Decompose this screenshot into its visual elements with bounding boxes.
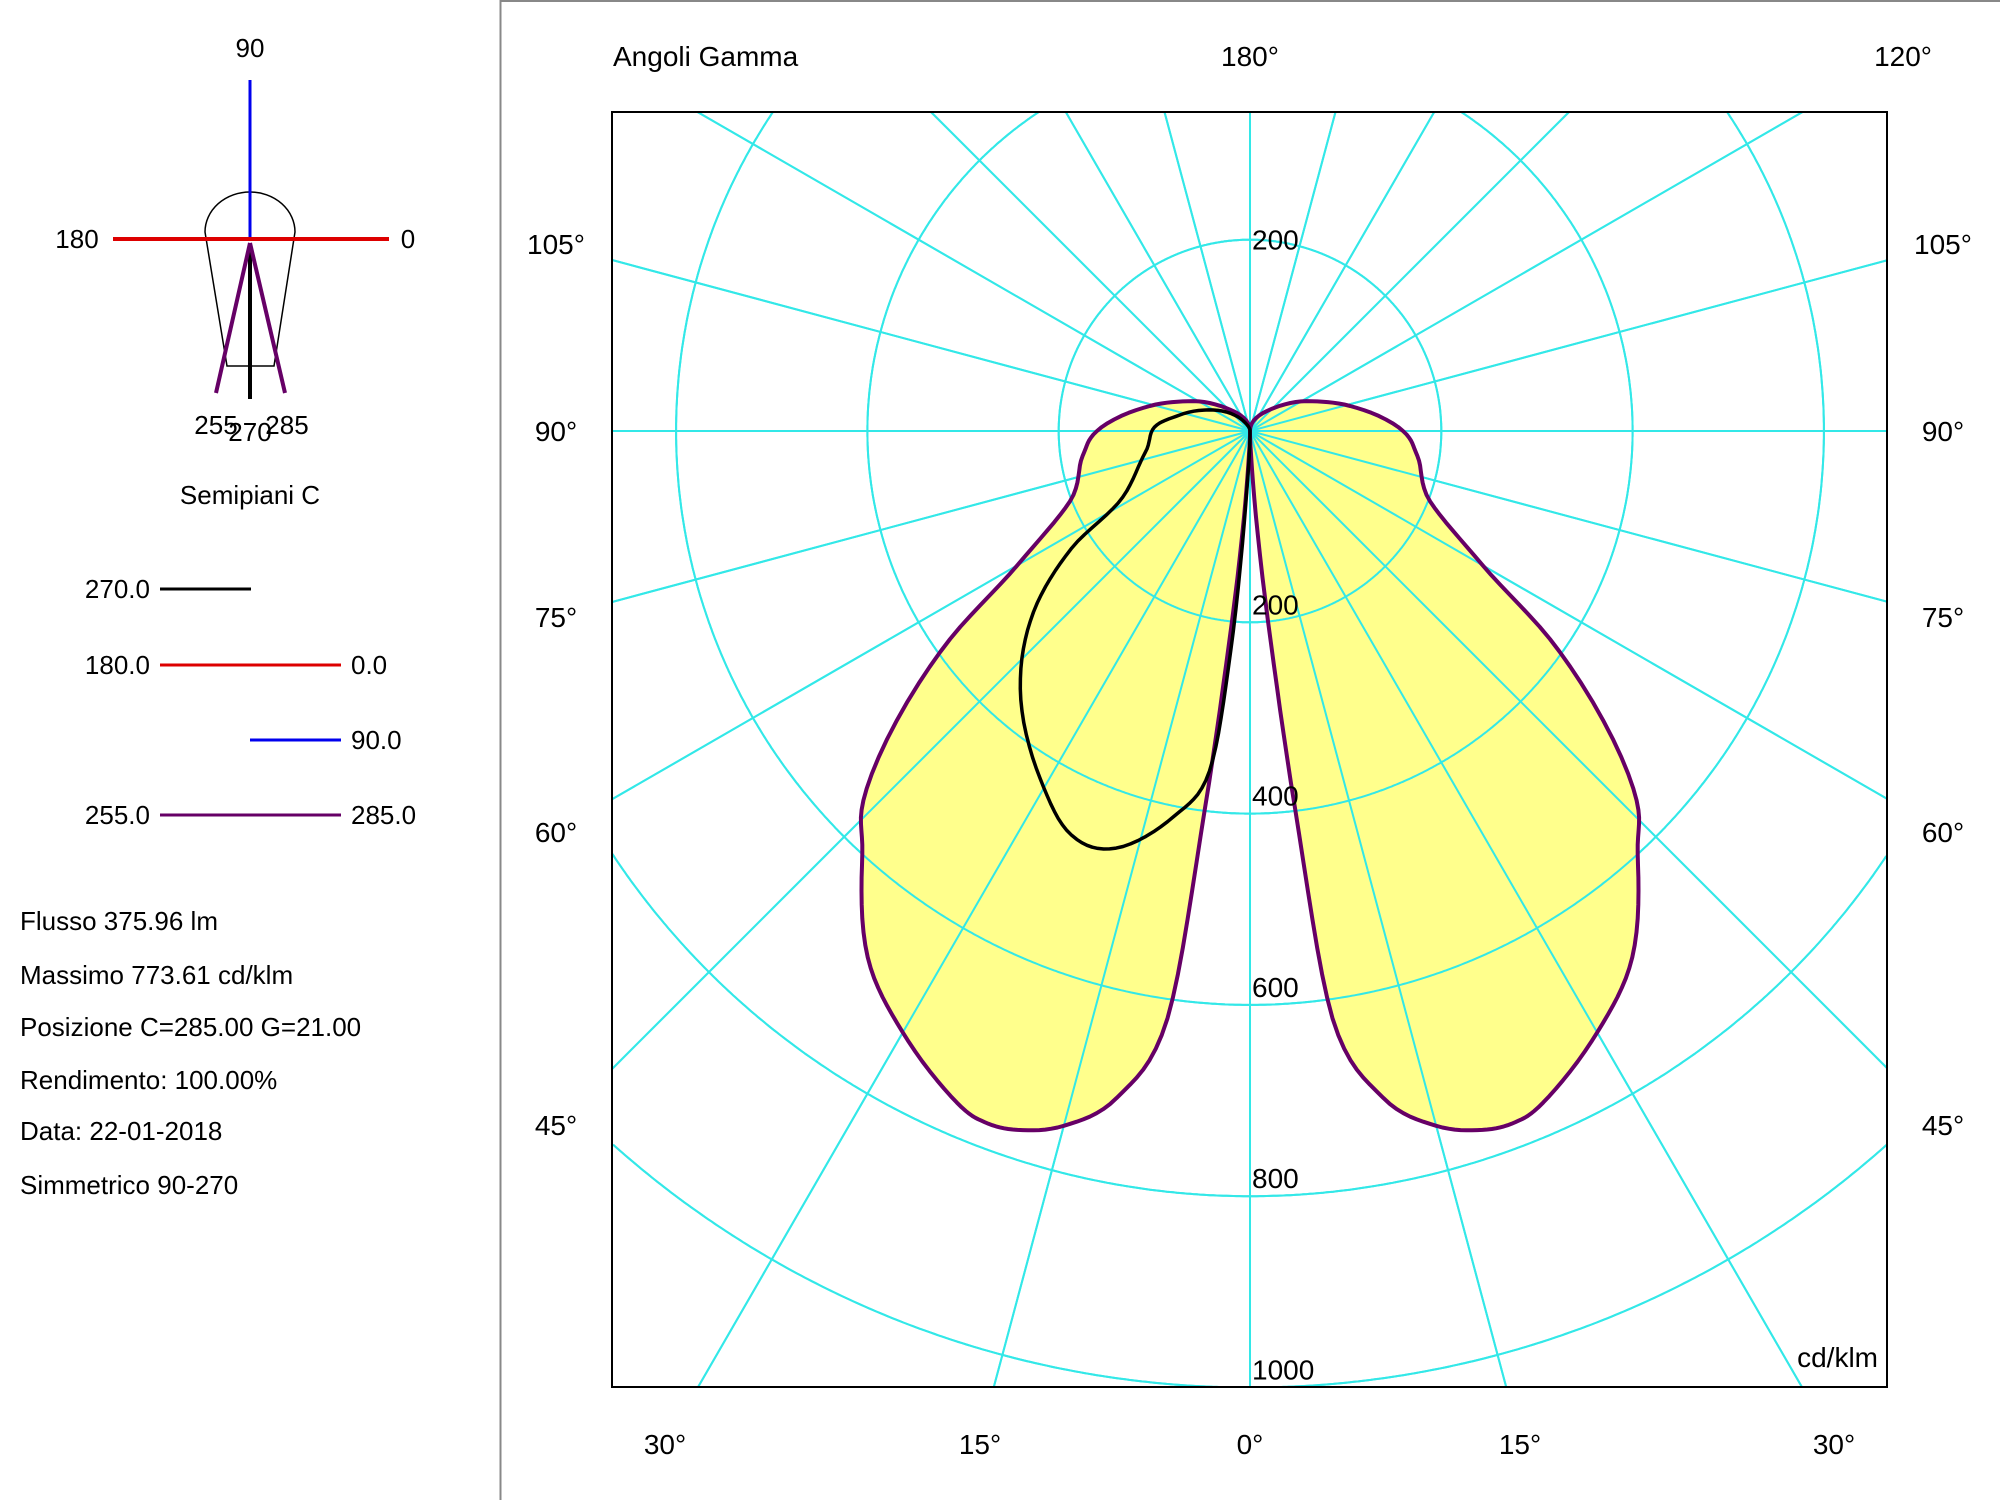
curve-255-0-285-0left: [858, 399, 1252, 1133]
legend-left-label: 255.0: [85, 800, 150, 830]
bottom-label: 30°: [644, 1429, 686, 1460]
grid-circle: [612, 852, 1887, 1198]
side-label: 60°: [1922, 817, 1964, 848]
radial-tick-label-top: 200: [1252, 225, 1299, 256]
side-label: 105°: [1914, 229, 1972, 260]
grid-radial-line: [612, 430, 1251, 1070]
info-position: Posizione C=285.00 G=21.00: [20, 1012, 361, 1042]
grid-radial-line: [1249, 112, 1570, 432]
grid-radial-line: [1249, 112, 1436, 432]
unit-label: cd/klm: [1797, 1342, 1878, 1373]
bottom-label: 15°: [1499, 1429, 1541, 1460]
info-block: Flusso 375.96 lm Massimo 773.61 cd/klm P…: [20, 906, 361, 1200]
radial-tick-label: 200: [1252, 589, 1299, 620]
polar-grid-overlay: [612, 112, 1887, 1387]
symbol-caption: Semipiani C: [180, 480, 320, 510]
right-angle-labels: 105° 90° 75° 60° 45°: [1914, 229, 1972, 1141]
curve-fill-right: [1250, 401, 1640, 1131]
plane-255-line: [214, 242, 252, 394]
side-label: 90°: [535, 416, 577, 447]
info-efficiency: Rendimento: 100.00%: [20, 1065, 277, 1095]
grid-radial-line: [612, 259, 1251, 432]
legend-row-255-285: 255.0 285.0: [85, 800, 416, 830]
top-label: 120°: [1874, 41, 1932, 72]
curve-270-0left: [1018, 408, 1252, 851]
radial-tick-labels: 200 400 600 800 1000 200: [1252, 225, 1314, 1386]
legend-row-180-0: 180.0 0.0: [85, 650, 387, 680]
grid-radial-line: [696, 112, 1251, 432]
side-label: 60°: [535, 817, 577, 848]
bottom-angle-labels: 30° 15° 0° 15° 30°: [644, 1429, 1855, 1460]
legend-row-270: 270.0: [85, 574, 251, 604]
symbol-label-285: 285: [265, 410, 308, 440]
side-label: 105°: [527, 229, 585, 260]
info-max: Massimo 773.61 cd/klm: [20, 960, 293, 990]
grid-radial-line: [992, 430, 1251, 1387]
symbol-label-0: 0: [401, 224, 415, 254]
grid-radial-line: [1249, 112, 1337, 432]
grid-radial-line: [697, 430, 1251, 1387]
grid-circle: [612, 1143, 1887, 1387]
info-flux: Flusso 375.96 lm: [20, 906, 218, 936]
legend-row-90: 90.0: [250, 725, 402, 755]
grid-radial-line: [612, 430, 1251, 603]
legend-right-label: 90.0: [351, 725, 402, 755]
curve-255-0-285-0right: [1248, 399, 1642, 1133]
legend: 270.0 180.0 0.0 90.0 255.0 285.0: [85, 574, 416, 830]
grid-radial-line: [1249, 430, 1887, 603]
c-plane-symbol: 90 180 0 255 270 285 Semipiani C: [55, 33, 415, 510]
bottom-label: 0°: [1237, 1429, 1264, 1460]
plot-frame: [611, 111, 1888, 1388]
grid-radial-line: [1249, 430, 1508, 1387]
symbol-label-270: 270: [228, 417, 271, 447]
grid-radial-line: [1249, 112, 1804, 432]
grid-radial-line: [930, 112, 1251, 432]
top-label: 180°: [1221, 41, 1279, 72]
grid-radial-line: [1249, 259, 1887, 432]
side-label: 90°: [1922, 416, 1964, 447]
luminaire-outline-icon: [204, 191, 296, 367]
info-date: Data: 22-01-2018: [20, 1116, 222, 1146]
radial-tick-label: 800: [1252, 1163, 1299, 1194]
symbol-label-255: 255: [194, 410, 237, 440]
radial-tick-label: 1000: [1252, 1355, 1314, 1386]
grid-circle: [675, 112, 1825, 1006]
side-label: 45°: [1922, 1110, 1964, 1141]
legend-right-label: 0.0: [351, 650, 387, 680]
grid-radial-line: [1249, 430, 1803, 1387]
radial-tick-label: 400: [1252, 781, 1299, 812]
plane-285-line: [248, 242, 287, 394]
left-angle-labels: 105° 90° 75° 60° 45°: [527, 229, 585, 1141]
legend-left-label: 270.0: [85, 574, 150, 604]
grid-circle: [866, 112, 1634, 815]
side-label: 75°: [535, 602, 577, 633]
polar-chart: Angoli Gamma 180° 120° 20040060080010002…: [527, 41, 1972, 1460]
curve-fill-left: [860, 401, 1250, 1131]
grid-radial-line: [612, 430, 1251, 801]
grid-radial-line: [1249, 430, 1887, 1069]
info-symmetry: Simmetrico 90-270: [20, 1170, 238, 1200]
chart-title: Angoli Gamma: [613, 41, 799, 72]
grid-radial-line: [1249, 430, 1887, 800]
symbol-label-180: 180: [55, 224, 98, 254]
grid-radial-line: [1163, 112, 1251, 432]
bottom-label: 15°: [959, 1429, 1001, 1460]
side-label: 45°: [535, 1110, 577, 1141]
symbol-label-90: 90: [236, 33, 265, 63]
bottom-label: 30°: [1813, 1429, 1855, 1460]
legend-right-label: 285.0: [351, 800, 416, 830]
radial-tick-label: 600: [1252, 972, 1299, 1003]
legend-left-label: 180.0: [85, 650, 150, 680]
side-label: 75°: [1922, 602, 1964, 633]
curves: [612, 112, 1887, 1387]
grid-radial-line: [1064, 112, 1251, 432]
